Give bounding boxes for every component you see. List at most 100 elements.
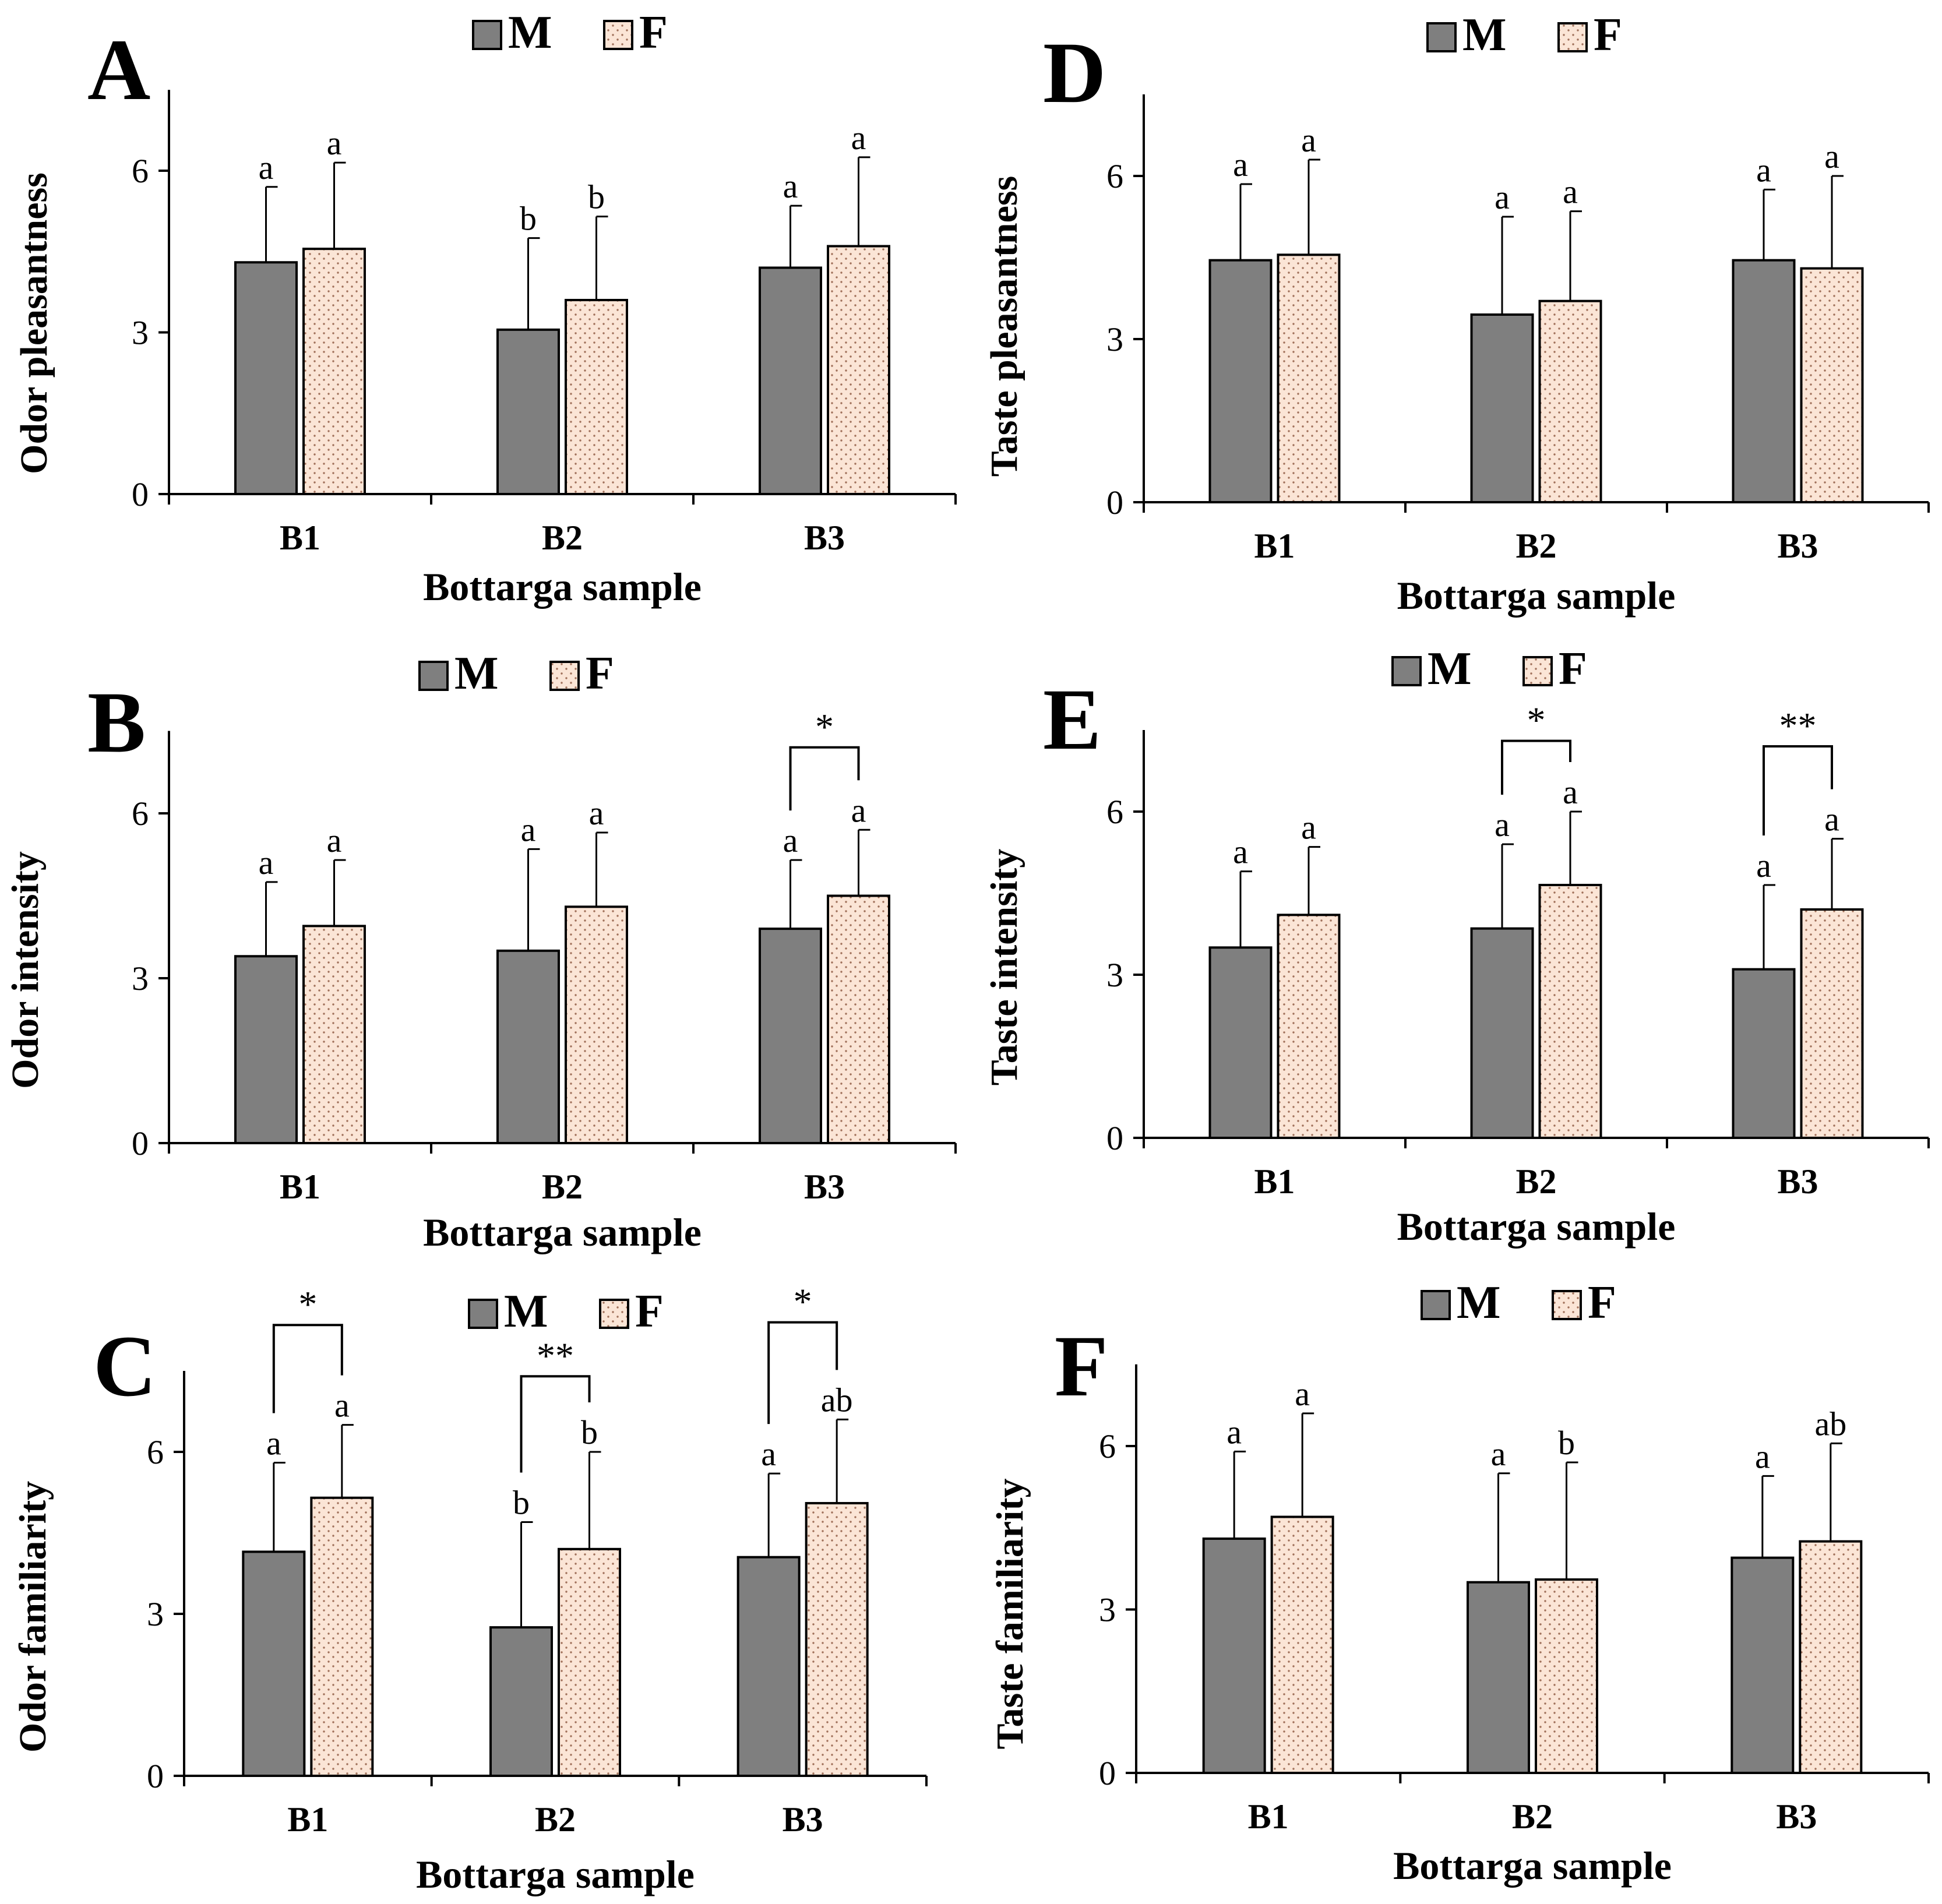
bar-f: [565, 299, 628, 495]
bar-f: [1535, 1578, 1598, 1774]
legend-label-f: F: [586, 648, 614, 699]
x-tick-label: B3: [1777, 1162, 1818, 1201]
x-tick-label: B1: [280, 519, 320, 557]
legend-label-m: M: [1462, 9, 1507, 61]
y-tick-label: 0: [132, 1124, 149, 1162]
legend-swatch-m: [472, 20, 502, 50]
legend-swatch-f: [1522, 656, 1553, 686]
group-letter-label: a: [1301, 809, 1316, 847]
legend-label-f: F: [635, 1286, 664, 1337]
x-tick-label: B1: [287, 1800, 328, 1839]
group-letter-label: a: [1563, 173, 1578, 211]
group-letter-label: a: [334, 1387, 350, 1425]
group-letter-label: a: [783, 821, 798, 859]
group-letter-label: a: [1491, 1435, 1506, 1473]
bar-m: [489, 1626, 553, 1778]
legend-label-m: M: [454, 648, 499, 699]
bar-f: [827, 245, 890, 495]
group-letter-label: a: [1295, 1375, 1310, 1413]
group-letter-label: a: [259, 149, 274, 186]
group-letter-label: a: [1226, 1413, 1242, 1451]
panel-letter: E: [1043, 671, 1101, 768]
group-letter-label: a: [1495, 178, 1510, 216]
x-axis-title: Bottarga sample: [423, 565, 702, 609]
y-tick-label: 6: [1106, 157, 1123, 195]
bar-f: [1799, 1540, 1863, 1774]
group-letter-label: a: [589, 794, 604, 832]
significance-label: *: [1527, 700, 1546, 741]
x-tick-label: B3: [1777, 527, 1818, 565]
bar-m: [234, 955, 298, 1145]
significance-bracket: [272, 1324, 343, 1413]
significance-bracket: [1501, 739, 1571, 795]
significance-label: **: [537, 1335, 574, 1376]
legend-label-f: F: [1559, 643, 1587, 694]
legend-label-m: M: [508, 7, 552, 58]
group-letter-label: a: [266, 1425, 281, 1462]
significance-label: *: [298, 1284, 317, 1325]
group-letter-label: a: [851, 119, 866, 157]
y-tick-label: 0: [147, 1757, 164, 1795]
legend-swatch-f: [549, 661, 580, 691]
group-letter-label: b: [1558, 1424, 1575, 1462]
x-tick-label: B3: [1776, 1797, 1817, 1836]
bar-m: [496, 949, 560, 1145]
x-tick-label: B2: [1512, 1797, 1553, 1836]
group-letter-label: a: [521, 810, 536, 848]
bar-f: [1277, 914, 1341, 1140]
x-axis-title: Bottarga sample: [423, 1210, 702, 1254]
bar-m: [1732, 968, 1796, 1139]
group-letter-label: a: [1824, 801, 1839, 838]
group-letter-label: ab: [821, 1381, 853, 1419]
y-tick-label: 0: [1099, 1754, 1116, 1792]
significance-label: *: [815, 706, 834, 748]
legend-label-m: M: [1428, 643, 1472, 694]
x-tick-label: B2: [535, 1800, 576, 1839]
y-axis-title: Taste familiarity: [989, 1479, 1031, 1750]
legend-swatch-m: [1421, 1290, 1451, 1320]
significance-label: *: [794, 1281, 812, 1323]
x-tick-label: B2: [542, 519, 583, 557]
bar-f: [558, 1547, 621, 1778]
bar-m: [759, 928, 822, 1144]
group-letter-label: a: [327, 124, 342, 162]
bar-m: [1470, 927, 1534, 1139]
group-letter-label: b: [520, 200, 537, 238]
group-letter-label: b: [588, 178, 605, 216]
y-tick-label: 6: [147, 1433, 164, 1471]
legend-swatch-m: [418, 661, 449, 691]
legend-swatch-f: [1552, 1290, 1582, 1320]
y-axis-title: Odor pleasantness: [13, 172, 55, 474]
bar-f: [1277, 253, 1341, 503]
bar-f: [1270, 1515, 1334, 1775]
x-tick-label: B2: [542, 1168, 583, 1206]
group-letter-label: a: [1824, 137, 1839, 175]
bar-m: [736, 1556, 801, 1777]
legend-label-f: F: [1588, 1277, 1616, 1328]
significance-bracket: [789, 746, 860, 811]
group-letter-label: a: [783, 167, 798, 205]
y-tick-label: 6: [1099, 1427, 1116, 1465]
y-axis-title: Odor intensity: [4, 851, 47, 1089]
y-tick-label: 0: [1106, 1119, 1123, 1157]
significance-label: **: [1779, 705, 1817, 746]
legend-label-f: F: [639, 7, 668, 58]
group-letter-label: b: [513, 1483, 530, 1521]
group-letter-label: a: [327, 821, 342, 859]
bar-f: [302, 248, 366, 495]
group-letter-label: a: [1756, 151, 1771, 189]
y-tick-label: 3: [1099, 1591, 1116, 1629]
group-letter-label: a: [761, 1435, 776, 1473]
x-tick-label: B3: [804, 519, 845, 557]
x-tick-label: B2: [1515, 527, 1556, 565]
